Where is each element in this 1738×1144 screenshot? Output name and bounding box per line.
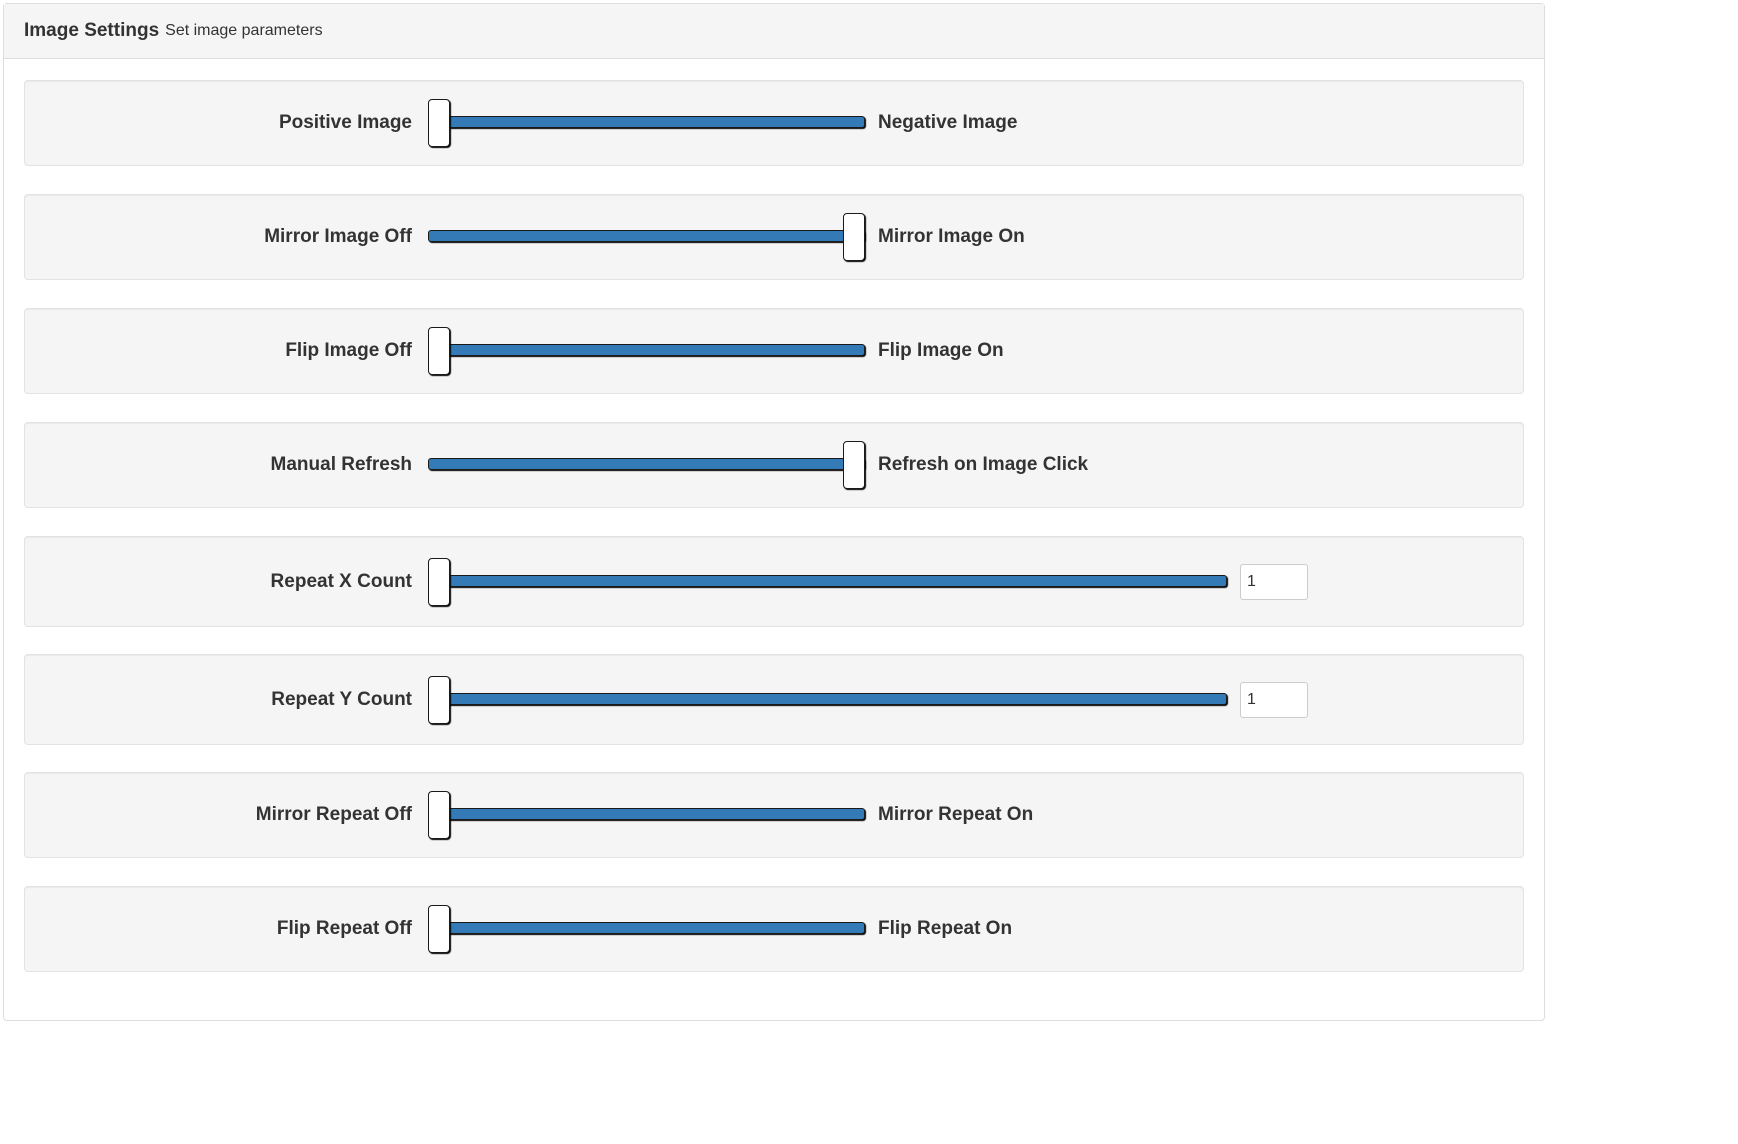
slider-handle[interactable] — [428, 905, 450, 953]
panel-subtitle: Set image parameters — [165, 22, 323, 39]
setting-label: Repeat X Count — [270, 570, 412, 592]
setting-label-off: Mirror Repeat Off — [255, 804, 412, 825]
setting-row-repeat-x: Repeat X Count — [24, 536, 1524, 627]
slider-track[interactable] — [428, 574, 1227, 587]
slider-handle[interactable] — [428, 99, 450, 147]
setting-label-on: Mirror Repeat On — [878, 804, 1034, 825]
setting-label-off: Flip Repeat Off — [276, 918, 412, 939]
slider-handle[interactable] — [843, 441, 865, 489]
setting-label-on: Flip Image On — [878, 340, 1004, 361]
slider-handle[interactable] — [428, 557, 450, 606]
slider-handle[interactable] — [428, 675, 450, 724]
mirror-image-slider[interactable] — [428, 213, 865, 261]
setting-label-on: Negative Image — [878, 112, 1018, 133]
setting-label-on: Flip Repeat On — [878, 918, 1013, 939]
setting-row-mirror-repeat: Mirror Repeat Off Mirror Repeat On — [24, 772, 1524, 858]
slider-track[interactable] — [428, 458, 865, 470]
slider-track[interactable] — [428, 116, 865, 128]
slider-track[interactable] — [428, 692, 1227, 705]
panel-heading: Image Settings Set image parameters — [4, 4, 1544, 59]
setting-row-flip-repeat: Flip Repeat Off Flip Repeat On — [24, 886, 1524, 972]
setting-row-repeat-y: Repeat Y Count — [24, 654, 1524, 745]
setting-row-negative-image: Positive Image Negative Image — [24, 80, 1524, 166]
repeat-y-slider[interactable] — [428, 675, 1227, 724]
slider-handle[interactable] — [843, 213, 865, 261]
flip-image-slider[interactable] — [428, 327, 865, 375]
repeat-x-input[interactable] — [1240, 563, 1308, 600]
mirror-repeat-slider[interactable] — [428, 791, 865, 839]
setting-row-refresh: Manual Refresh Refresh on Image Click — [24, 422, 1524, 508]
repeat-y-input[interactable] — [1240, 681, 1308, 718]
setting-label-off: Mirror Image Off — [264, 226, 412, 247]
negative-image-slider[interactable] — [428, 99, 865, 147]
repeat-x-slider[interactable] — [428, 557, 1227, 606]
slider-handle[interactable] — [428, 791, 450, 839]
slider-track[interactable] — [428, 922, 865, 934]
setting-label-off: Positive Image — [278, 112, 412, 133]
panel-title: Image Settings — [24, 20, 160, 41]
setting-row-mirror-image: Mirror Image Off Mirror Image On — [24, 194, 1524, 280]
setting-row-flip-image: Flip Image Off Flip Image On — [24, 308, 1524, 394]
setting-label-off: Flip Image Off — [285, 340, 412, 361]
setting-label-off: Manual Refresh — [270, 454, 412, 475]
setting-label-on: Mirror Image On — [878, 226, 1025, 247]
slider-track[interactable] — [428, 230, 865, 242]
image-settings-panel: Image Settings Set image parameters Posi… — [3, 3, 1545, 1021]
slider-handle[interactable] — [428, 327, 450, 375]
slider-track[interactable] — [428, 808, 865, 820]
refresh-mode-slider[interactable] — [428, 441, 865, 489]
setting-label: Repeat Y Count — [271, 688, 412, 710]
setting-label-on: Refresh on Image Click — [878, 454, 1089, 475]
flip-repeat-slider[interactable] — [428, 905, 865, 953]
slider-track[interactable] — [428, 344, 865, 356]
